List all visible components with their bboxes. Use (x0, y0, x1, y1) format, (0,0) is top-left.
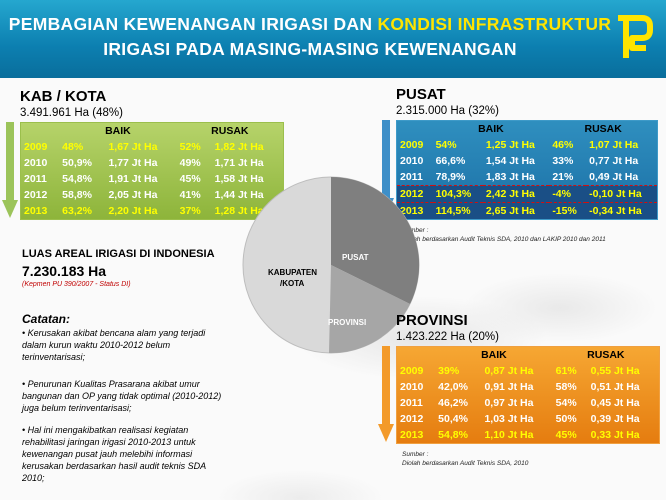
kab-area: 3.491.961 Ha (48%) (20, 107, 123, 119)
table-row: 2012 58,8% 2,05 Jt Ha 41% 1,44 Jt Ha (24, 189, 264, 201)
pusat-col-baik: BAIK (478, 123, 504, 135)
table-row: 2010 50,9% 1,77 Jt Ha 49% 1,71 Jt Ha (24, 157, 264, 169)
provinsi-table: BAIK RUSAK 2009 39% 0,87 Jt Ha 61% 0,55 Jt Ha… (396, 346, 660, 444)
table-row: 2012 104,3% 2,42 Jt Ha -4% -0,10 Jt Ha (396, 185, 658, 203)
provinsi-area: 1.423.222 Ha (20%) (396, 331, 499, 343)
provinsi-arrow-icon (378, 346, 394, 442)
table-row: 2013 63,2% 2,20 Jt Ha 37% 1,28 Jt Ha (24, 205, 264, 217)
kab-arrow-icon (2, 122, 18, 218)
header-title-part1: PEMBAGIAN KEWENANGAN IRIGASI DAN (8, 14, 378, 34)
pie-label-kab: KABUPATEN/KOTA (268, 268, 317, 288)
pusat-title: PUSAT (396, 86, 446, 103)
table-row: 2011 54,8% 1,91 Jt Ha 45% 1,58 Jt Ha (24, 173, 264, 185)
pusat-col-rusak: RUSAK (584, 123, 622, 135)
luas-label: LUAS AREAL IRIGASI DI INDONESIA (22, 248, 215, 260)
kab-title: KAB / KOTA (20, 88, 107, 105)
header-title-line2: IRIGASI PADA MASING-MASING KEWENANGAN (103, 39, 517, 59)
provinsi-col-rusak: RUSAK (587, 349, 625, 361)
catatan-item: • Kerusakan akibat bencana alam yang ter… (22, 328, 206, 362)
table-row: 2013 54,8% 1,10 Jt Ha 45% 0,33 Jt Ha (400, 429, 640, 441)
table-row: 2010 42,0% 0,91 Jt Ha 58% 0,51 Jt Ha (400, 381, 640, 393)
table-row: 2011 46,2% 0,97 Jt Ha 54% 0,45 Jt Ha (400, 397, 640, 409)
header-title-highlight: KONDISI INFRASTRUKTUR (377, 14, 612, 34)
provinsi-source: Sumber : Diolah berdasarkan Audit Teknis … (402, 451, 529, 467)
pie-label-provinsi: PROVINSI (328, 318, 366, 327)
pie-chart: KABUPATEN/KOTA PUSAT PROVINSI (242, 176, 420, 354)
pie-label-pusat: PUSAT (342, 253, 369, 262)
pusat-area: 2.315.000 Ha (32%) (396, 105, 499, 117)
header-banner: PEMBAGIAN KEWENANGAN IRIGASI DAN KONDISI… (0, 0, 666, 78)
kab-col-rusak: RUSAK (211, 125, 249, 137)
kab-table: BAIK RUSAK 2009 48% 1,67 Jt Ha 52% 1,82 Jt Ha… (20, 122, 284, 220)
catatan-item: • Penurunan Kualitas Prasarana akibat um… (22, 379, 222, 413)
provinsi-title: PROVINSI (396, 312, 468, 329)
table-row: 2013 114,5% 2,65 Jt Ha -15% -0,34 Jt Ha (396, 202, 658, 220)
pu-logo-icon (618, 15, 653, 58)
pie-slice-provinsi (329, 265, 410, 354)
pusat-table: BAIK RUSAK 2009 54% 1,25 Jt Ha 46% 1,07 Jt Ha… (396, 120, 658, 220)
table-row: 2012 50,4% 1,03 Jt Ha 50% 0,39 Jt Ha (400, 413, 640, 425)
pie-slice-pusat (331, 176, 420, 304)
pusat-source: Sumber : Diolah berdasarkan Audit Teknis … (402, 227, 606, 243)
table-row: 2010 66,6% 1,54 Jt Ha 33% 0,77 Jt Ha (400, 155, 639, 167)
luas-value: 7.230.183 Ha (22, 263, 107, 279)
header-title-line1: PEMBAGIAN KEWENANGAN IRIGASI DAN KONDISI… (0, 14, 620, 35)
table-row: 2009 39% 0,87 Jt Ha 61% 0,55 Jt Ha (400, 365, 640, 377)
table-row: 2009 54% 1,25 Jt Ha 46% 1,07 Jt Ha (400, 139, 639, 151)
table-row: 2009 48% 1,67 Jt Ha 52% 1,82 Jt Ha (24, 141, 264, 153)
provinsi-col-baik: BAIK (481, 349, 507, 361)
table-row: 2011 78,9% 1,83 Jt Ha 21% 0,49 Jt Ha (400, 171, 639, 183)
catatan-item: • Hal ini mengakibatkan realisasi kegiat… (22, 425, 206, 483)
luas-note: (Kepmen PU 390/2007 - Status DI) (22, 281, 131, 288)
catatan-title: Catatan: (22, 312, 71, 326)
kab-col-baik: BAIK (105, 125, 131, 137)
